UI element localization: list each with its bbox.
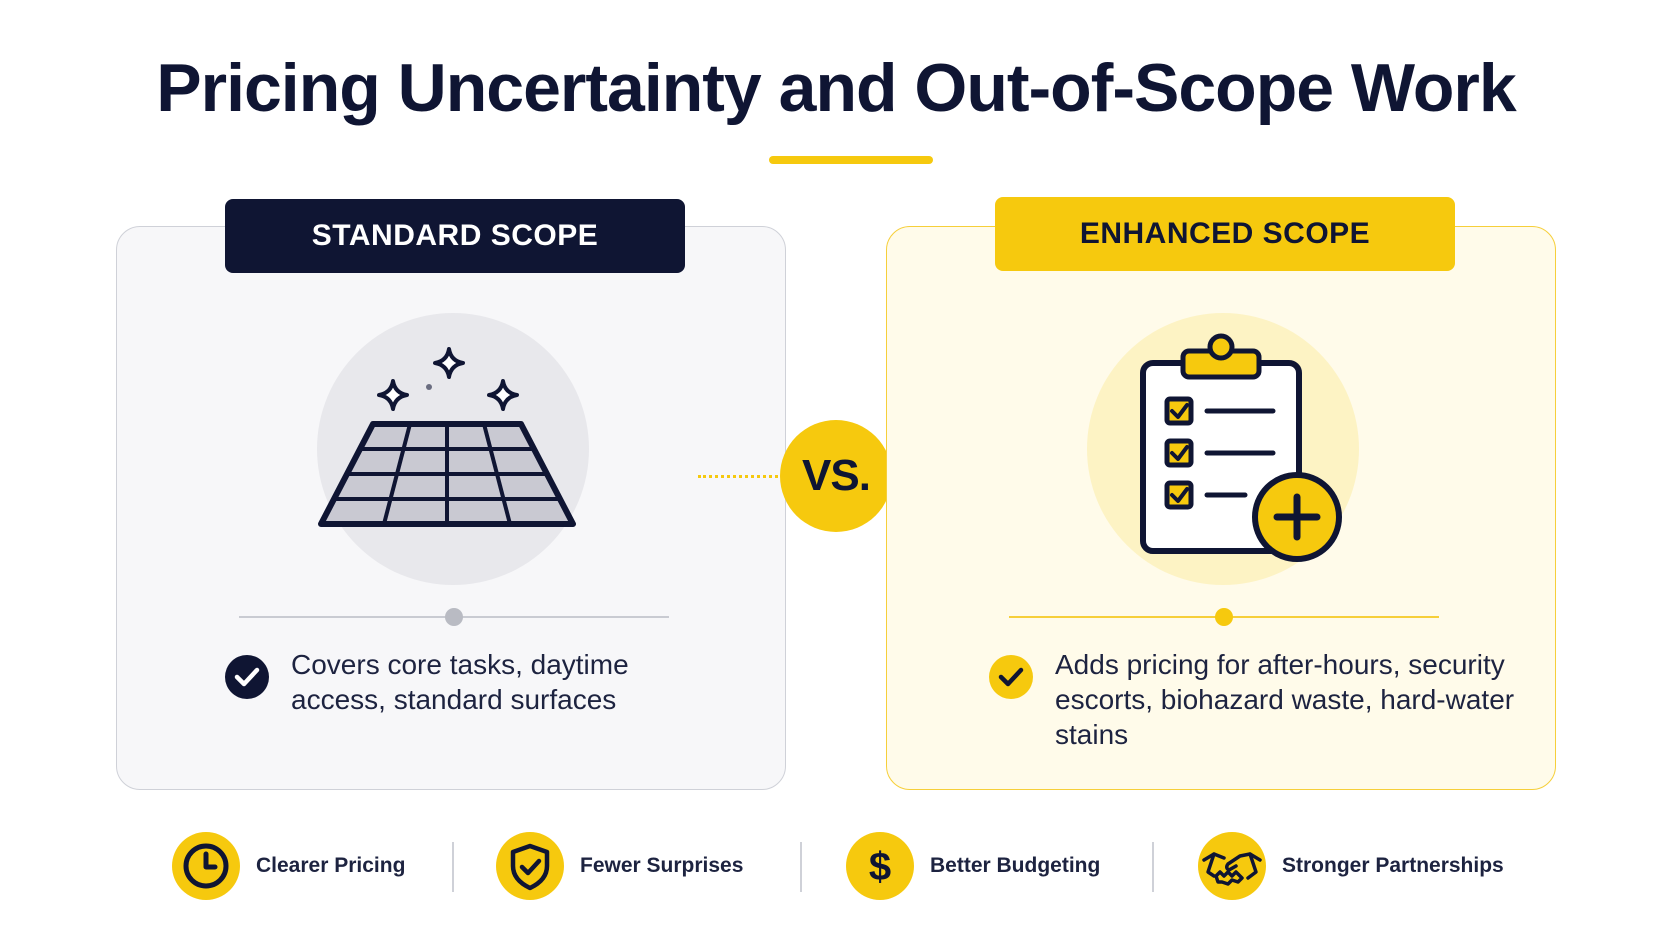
- benefits-row: Clearer Pricing Fewer Surprises $ Better…: [0, 830, 1672, 902]
- benefit-clearer-pricing: Clearer Pricing: [172, 830, 405, 902]
- enhanced-scope-card: ENHANCED SCOPE: [886, 197, 1556, 790]
- enhanced-divider: [1009, 608, 1439, 626]
- tiled-floor-sparkle-icon: [318, 347, 576, 527]
- benefit-label: Stronger Partnerships: [1282, 854, 1504, 877]
- clipboard-checklist-plus-icon: [1140, 333, 1342, 562]
- benefit-separator: [1152, 842, 1154, 892]
- standard-icon-circle: [317, 313, 589, 585]
- vs-connector-left: [698, 475, 778, 478]
- standard-divider-dot: [445, 608, 463, 626]
- benefit-separator: [800, 842, 802, 892]
- benefit-separator: [452, 842, 454, 892]
- benefit-label: Fewer Surprises: [580, 854, 744, 877]
- standard-scope-header: STANDARD SCOPE: [225, 199, 685, 273]
- vs-badge: VS.: [780, 420, 892, 532]
- check-icon: [225, 655, 269, 699]
- dollar-icon: $: [846, 832, 914, 900]
- benefit-better-budgeting: $ Better Budgeting: [846, 830, 1100, 902]
- clock-icon: [172, 832, 240, 900]
- shield-check-icon: [496, 832, 564, 900]
- benefit-fewer-surprises: Fewer Surprises: [496, 830, 743, 902]
- check-icon: [989, 655, 1033, 699]
- benefit-label: Better Budgeting: [930, 854, 1101, 877]
- standard-scope-card: STANDARD SCOPE Covers c: [116, 199, 786, 790]
- enhanced-scope-header: ENHANCED SCOPE: [995, 197, 1455, 271]
- standard-divider: [239, 608, 669, 626]
- enhanced-icon-circle: [1087, 313, 1359, 585]
- standard-description: Covers core tasks, daytime access, stand…: [291, 649, 629, 715]
- svg-text:$: $: [869, 845, 891, 889]
- enhanced-description: Adds pricing for after-hours, security e…: [1055, 649, 1515, 750]
- page-title: Pricing Uncertainty and Out-of-Scope Wor…: [156, 50, 1516, 126]
- handshake-icon: [1198, 832, 1266, 900]
- benefit-stronger-partnerships: Stronger Partnerships: [1198, 830, 1504, 902]
- title-underline: [769, 156, 933, 164]
- enhanced-divider-dot: [1215, 608, 1233, 626]
- benefit-label: Clearer Pricing: [256, 854, 406, 877]
